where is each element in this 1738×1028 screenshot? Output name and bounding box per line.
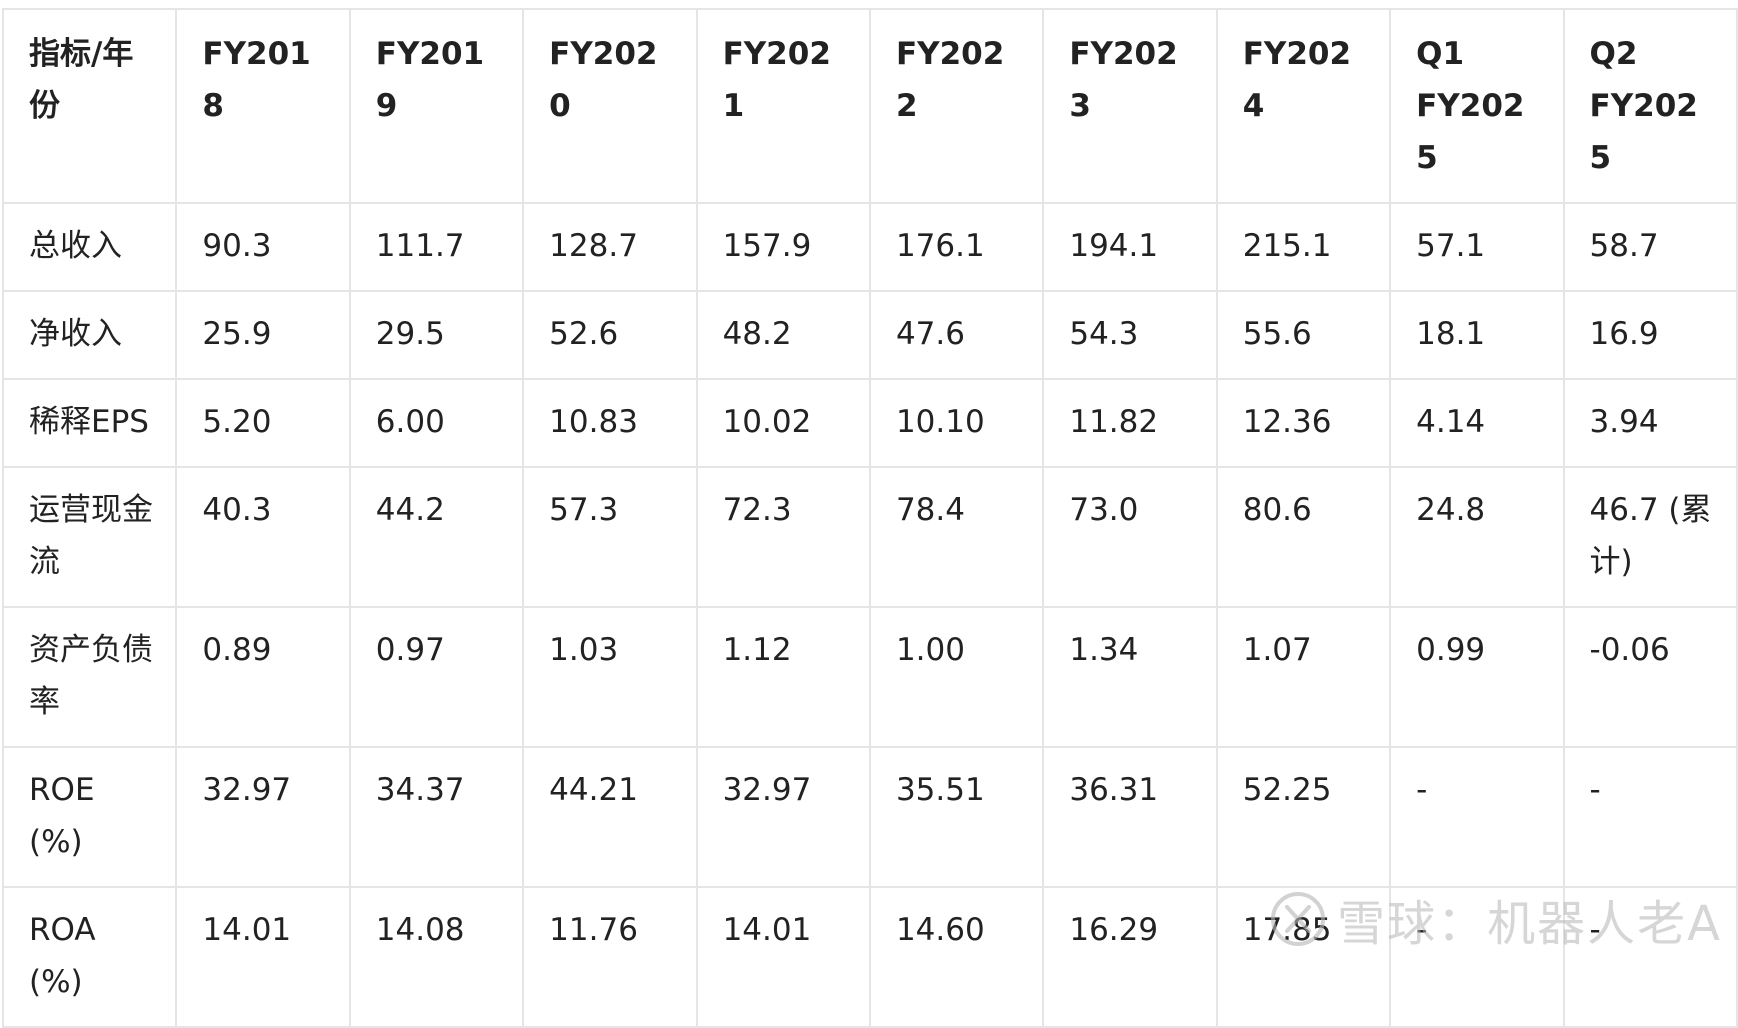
table-row: 净收入 25.9 29.5 52.6 48.2 47.6 54.3 55.6 1… — [1, 290, 1738, 380]
table-cell: 57.1 — [1389, 202, 1565, 292]
row-label-cell: 资产负债率 — [1, 606, 178, 748]
table-cell: - — [1389, 746, 1565, 888]
table-cell: 3.94 — [1562, 378, 1738, 468]
header-cell: FY2019 — [348, 8, 525, 204]
table-row: ROE (%) 32.97 34.37 44.21 32.97 35.51 36… — [1, 746, 1738, 888]
table-cell: 1.00 — [868, 606, 1045, 748]
row-label-cell: 总收入 — [1, 202, 178, 292]
table-cell: 1.12 — [695, 606, 871, 748]
header-cell: FY2020 — [522, 8, 698, 204]
table-cell: 72.3 — [695, 466, 871, 608]
table-cell: 1.34 — [1042, 606, 1218, 748]
header-cell: FY2022 — [868, 8, 1045, 204]
table-cell: 5.20 — [175, 378, 351, 468]
table-cell: 14.60 — [868, 886, 1045, 1028]
table-cell: 0.89 — [175, 606, 351, 748]
table-cell: 194.1 — [1042, 202, 1218, 292]
table-cell: - — [1389, 886, 1565, 1028]
table-cell: 1.07 — [1215, 606, 1392, 748]
table-cell: 1.03 — [522, 606, 698, 748]
table-cell: 48.2 — [695, 290, 871, 380]
header-cell: 指标/年份 — [1, 8, 178, 204]
table-cell: 4.14 — [1389, 378, 1565, 468]
header-cell: Q1 FY2025 — [1389, 8, 1565, 204]
financial-metrics-table: 指标/年份 FY2018 FY2019 FY2020 FY2021 FY2022… — [1, 8, 1738, 1028]
table-cell: 10.02 — [695, 378, 871, 468]
row-label-cell: ROA (%) — [1, 886, 178, 1028]
table-cell: 52.25 — [1215, 746, 1392, 888]
table-cell: 32.97 — [175, 746, 351, 888]
table-cell: 16.29 — [1042, 886, 1218, 1028]
table-cell: 58.7 — [1562, 202, 1738, 292]
table-cell: 24.8 — [1389, 466, 1565, 608]
header-cell: Q2 FY2025 — [1562, 8, 1738, 204]
row-label-cell: 运营现金流 — [1, 466, 178, 608]
table-cell: 14.08 — [348, 886, 525, 1028]
row-label-cell: 净收入 — [1, 290, 178, 380]
table-cell: 11.76 — [522, 886, 698, 1028]
table-row: 稀释EPS 5.20 6.00 10.83 10.02 10.10 11.82 … — [1, 378, 1738, 468]
table-cell: 17.85 — [1215, 886, 1392, 1028]
table-cell: 40.3 — [175, 466, 351, 608]
table-cell: 44.2 — [348, 466, 525, 608]
table-cell: 29.5 — [348, 290, 525, 380]
table-cell: -0.06 — [1562, 606, 1738, 748]
table-cell: 0.97 — [348, 606, 525, 748]
table-cell: 18.1 — [1389, 290, 1565, 380]
table-cell: 73.0 — [1042, 466, 1218, 608]
table-cell: 128.7 — [522, 202, 698, 292]
table-cell: 46.7 (累计) — [1562, 466, 1738, 608]
table-cell: 10.10 — [868, 378, 1045, 468]
row-label-cell: 稀释EPS — [1, 378, 178, 468]
table-cell: - — [1562, 746, 1738, 888]
header-cell: FY2023 — [1042, 8, 1218, 204]
table-row: 资产负债率 0.89 0.97 1.03 1.12 1.00 1.34 1.07… — [1, 606, 1738, 748]
table-cell: 90.3 — [175, 202, 351, 292]
table-cell: 52.6 — [522, 290, 698, 380]
table-cell: 14.01 — [695, 886, 871, 1028]
table-row: 总收入 90.3 111.7 128.7 157.9 176.1 194.1 2… — [1, 202, 1738, 292]
table-cell: 111.7 — [348, 202, 525, 292]
table-cell: 0.99 — [1389, 606, 1565, 748]
table-cell: 176.1 — [868, 202, 1045, 292]
table-cell: 55.6 — [1215, 290, 1392, 380]
table-cell: 11.82 — [1042, 378, 1218, 468]
table-cell: 6.00 — [348, 378, 525, 468]
table-row: 运营现金流 40.3 44.2 57.3 72.3 78.4 73.0 80.6… — [1, 466, 1738, 608]
table-cell: 157.9 — [695, 202, 871, 292]
header-cell: FY2021 — [695, 8, 871, 204]
row-label-cell: ROE (%) — [1, 746, 178, 888]
table-row: ROA (%) 14.01 14.08 11.76 14.01 14.60 16… — [1, 886, 1738, 1028]
table-header-row: 指标/年份 FY2018 FY2019 FY2020 FY2021 FY2022… — [1, 8, 1738, 204]
table-cell: 16.9 — [1562, 290, 1738, 380]
header-cell: FY2018 — [175, 8, 351, 204]
table-cell: 10.83 — [522, 378, 698, 468]
table-cell: 54.3 — [1042, 290, 1218, 380]
table-cell: 14.01 — [175, 886, 351, 1028]
table-cell: 47.6 — [868, 290, 1045, 380]
table-cell: 36.31 — [1042, 746, 1218, 888]
table-cell: 57.3 — [522, 466, 698, 608]
table-cell: 25.9 — [175, 290, 351, 380]
table-cell: 44.21 — [522, 746, 698, 888]
table-cell: 78.4 — [868, 466, 1045, 608]
table-cell: 80.6 — [1215, 466, 1392, 608]
table-cell: 12.36 — [1215, 378, 1392, 468]
table-cell: 34.37 — [348, 746, 525, 888]
table-cell: 215.1 — [1215, 202, 1392, 292]
header-cell: FY2024 — [1215, 8, 1392, 204]
table-cell: 32.97 — [695, 746, 871, 888]
table-cell: 35.51 — [868, 746, 1045, 888]
table-cell: - — [1562, 886, 1738, 1028]
financial-table-container: 指标/年份 FY2018 FY2019 FY2020 FY2021 FY2022… — [1, 8, 1738, 1028]
